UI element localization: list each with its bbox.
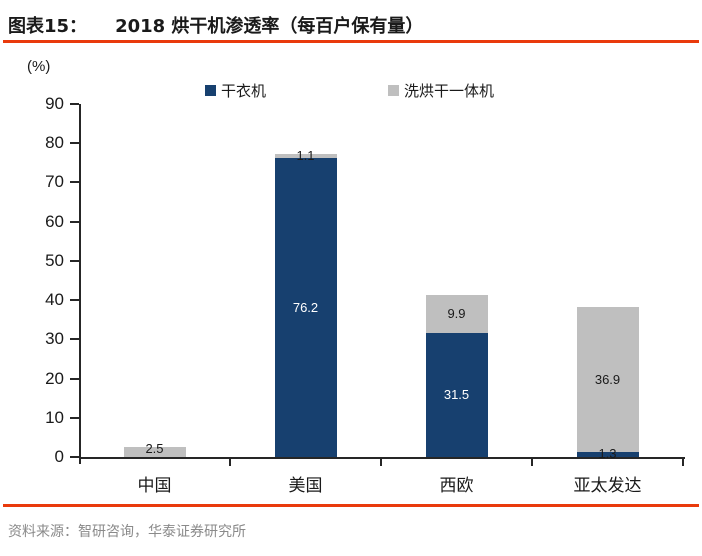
bar-value-label: 36.9 bbox=[594, 371, 621, 387]
x-tick-mark bbox=[531, 459, 533, 466]
y-tick-mark bbox=[70, 299, 79, 302]
y-tick-label: 40 bbox=[45, 290, 64, 310]
y-tick-mark bbox=[70, 181, 79, 184]
y-tick-label: 70 bbox=[45, 172, 64, 192]
bar-value-label: 76.2 bbox=[292, 299, 319, 315]
title-divider-rule bbox=[3, 40, 699, 43]
y-tick-mark bbox=[70, 142, 79, 145]
bar-segment bbox=[123, 447, 186, 457]
bar-value-label: 9.9 bbox=[447, 306, 466, 322]
bar-value-label: 1.1 bbox=[296, 147, 315, 163]
figure-label: 图表15： bbox=[8, 16, 88, 37]
y-tick-mark bbox=[70, 338, 79, 341]
y-tick-label: 50 bbox=[45, 250, 64, 270]
y-tick-label: 10 bbox=[45, 407, 64, 427]
legend-swatch-washer-dryer-combo bbox=[388, 84, 399, 96]
y-tick-mark bbox=[70, 220, 79, 223]
x-category-label: 中国 bbox=[137, 476, 172, 496]
y-tick-mark bbox=[70, 416, 79, 419]
legend-swatch-dryer bbox=[205, 84, 216, 96]
bar-segment bbox=[274, 158, 337, 457]
legend-label-washer-dryer-combo: 洗烘干一体机 bbox=[404, 81, 495, 100]
footer-divider-rule bbox=[3, 504, 699, 507]
y-tick-label: 80 bbox=[45, 133, 64, 153]
page-title: 2018 烘干机渗透率（每百户保有量） bbox=[115, 16, 424, 37]
x-tick-mark bbox=[682, 459, 684, 466]
x-tick-mark bbox=[380, 459, 382, 466]
bar-value-label: 31.5 bbox=[443, 387, 470, 403]
y-axis-line bbox=[79, 104, 81, 464]
legend-label-dryer: 干衣机 bbox=[221, 81, 267, 100]
legend-item-dryer: 干衣机 bbox=[205, 81, 267, 100]
y-tick-label: 60 bbox=[45, 211, 64, 231]
y-axis-unit-label: (%) bbox=[27, 58, 51, 75]
y-tick-mark bbox=[70, 377, 79, 380]
bar-segment bbox=[425, 333, 488, 457]
x-category-label: 西欧 bbox=[439, 476, 474, 496]
y-tick-label: 90 bbox=[45, 94, 64, 113]
y-tick-mark bbox=[70, 259, 79, 262]
bar-value-label: 1.3 bbox=[598, 445, 617, 461]
x-category-label: 美国 bbox=[288, 476, 323, 496]
legend-item-washer-dryer-combo: 洗烘干一体机 bbox=[388, 81, 495, 100]
source-note: 资料来源：智研咨询，华泰证券研究所 bbox=[8, 524, 246, 540]
x-tick-mark bbox=[229, 459, 231, 466]
y-tick-mark bbox=[70, 456, 79, 458]
bar-segment bbox=[576, 451, 639, 457]
bar-segment bbox=[425, 294, 488, 334]
chart-title-row: 图表15： 2018 烘干机渗透率（每百户保有量） bbox=[8, 12, 698, 38]
x-category-label: 亚太发达 bbox=[573, 476, 642, 496]
y-tick-mark bbox=[70, 103, 79, 105]
bar-segment bbox=[274, 153, 337, 159]
bar-value-label: 2.5 bbox=[145, 441, 164, 457]
y-tick-label: 20 bbox=[45, 368, 64, 388]
bar-segment bbox=[576, 307, 639, 452]
x-axis-line bbox=[79, 457, 685, 459]
y-tick-label: 0 bbox=[54, 447, 64, 466]
y-tick-label: 30 bbox=[45, 329, 64, 349]
